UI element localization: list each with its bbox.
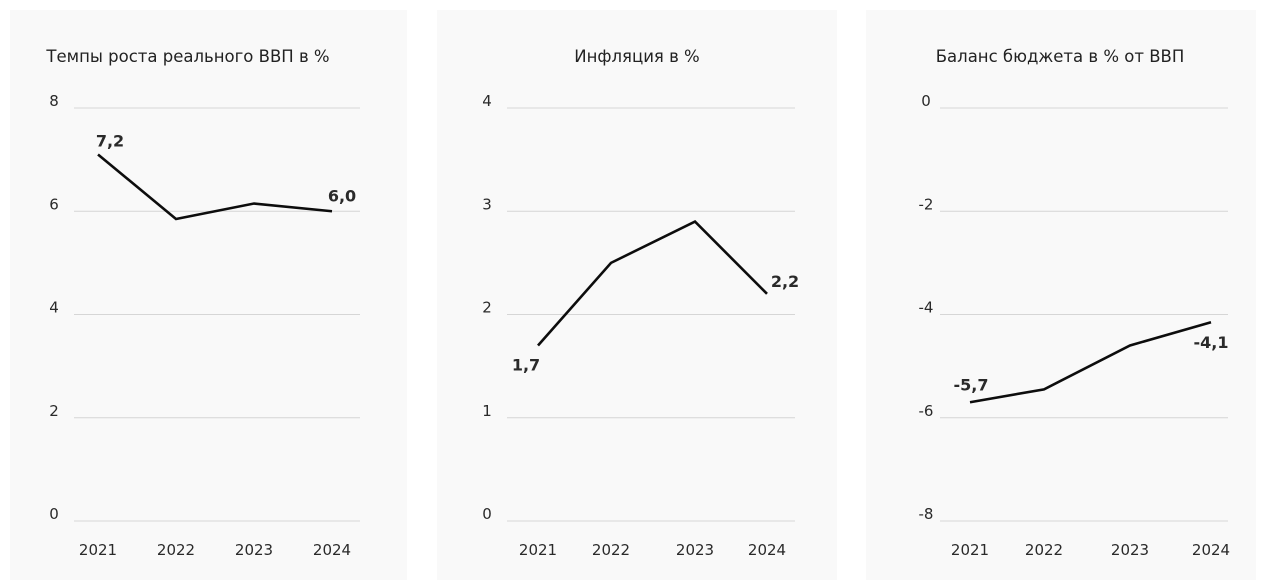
- x-tick-label: 2022: [157, 541, 195, 559]
- data-label: 7,2: [96, 131, 124, 150]
- chart-title: Инфляция в %: [574, 47, 699, 66]
- y-tick-label: 0: [482, 505, 492, 523]
- series-line: [969, 320, 1212, 404]
- chart-title: Темпы роста реального ВВП в %: [45, 47, 329, 66]
- y-tick-label: -6: [919, 402, 934, 420]
- x-tick-label: 2022: [1025, 541, 1063, 559]
- x-tick-label: 2022: [592, 541, 630, 559]
- y-tick-label: 1: [482, 402, 492, 420]
- data-label: -4,1: [1194, 333, 1229, 352]
- data-label: 6,0: [328, 186, 356, 205]
- y-tick-label: 0: [921, 92, 931, 110]
- budget-balance-chart-panel: Баланс бюджета в % от ВВП -8 -6 -4 -2 0 2021 20…: [866, 10, 1256, 580]
- y-tick-label: -4: [919, 299, 934, 317]
- x-tick-label: 2024: [1192, 541, 1230, 559]
- y-tick-label: 2: [482, 299, 492, 317]
- chart-title: Баланс бюджета в % от ВВП: [936, 47, 1185, 66]
- y-tick-label: 6: [49, 195, 59, 213]
- y-tick-label: 4: [482, 92, 492, 110]
- inflation-chart-panel: Инфляция в % 0 1 2 3 4 2021 2022 2023 2024 1,7 2,2: [437, 10, 837, 580]
- chart-2: Баланс бюджета в % от ВВП -8 -6 -4 -2 0 2021 20…: [919, 47, 1231, 559]
- y-tick-label: 4: [49, 299, 59, 317]
- chart-1: Инфляция в % 0 1 2 3 4 2021 2022 2023 2024 1,7 2,2: [482, 47, 799, 559]
- x-tick-label: 2023: [235, 541, 273, 559]
- y-tick-label: 0: [49, 505, 59, 523]
- data-label: -5,7: [954, 375, 989, 394]
- x-tick-label: 2023: [1111, 541, 1149, 559]
- y-tick-label: 2: [49, 402, 59, 420]
- y-tick-label: -8: [919, 505, 934, 523]
- data-label: 1,7: [512, 355, 540, 374]
- y-tick-label: 3: [482, 195, 492, 213]
- gdp-growth-chart-panel: Темпы роста реального ВВП в % 0 2 4 6 8 2021 20…: [10, 10, 407, 580]
- series-line: [97, 153, 333, 221]
- y-tick-label: 8: [49, 92, 59, 110]
- x-tick-label: 2021: [79, 541, 117, 559]
- x-tick-label: 2024: [748, 541, 786, 559]
- x-tick-label: 2021: [519, 541, 557, 559]
- data-label: 2,2: [771, 272, 799, 291]
- x-tick-label: 2021: [951, 541, 989, 559]
- chart-0: Темпы роста реального ВВП в % 0 2 4 6 8 2021 20…: [45, 47, 360, 559]
- x-tick-label: 2023: [676, 541, 714, 559]
- x-tick-label: 2024: [313, 541, 351, 559]
- y-tick-label: -2: [919, 195, 934, 213]
- series-line: [537, 219, 768, 347]
